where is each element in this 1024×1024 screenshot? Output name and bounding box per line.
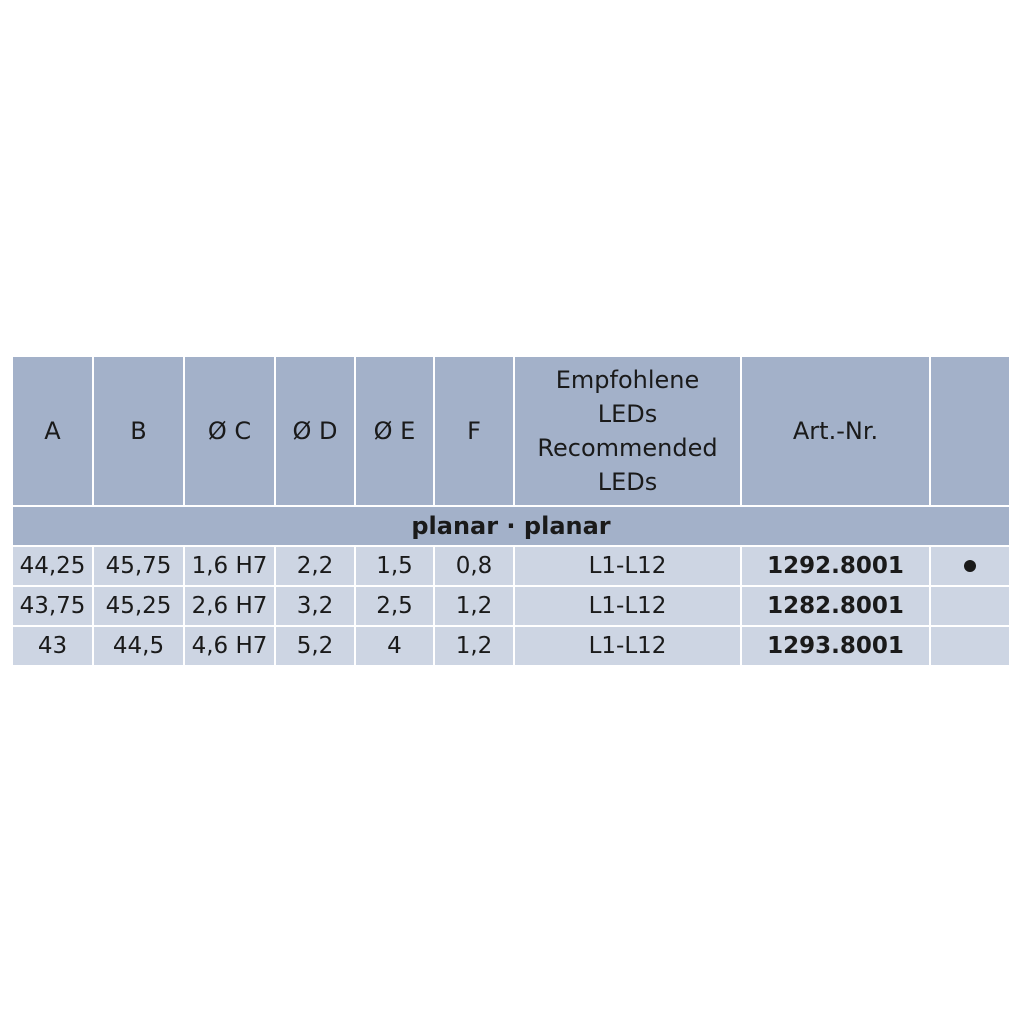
cell: L1-L12 (515, 587, 740, 625)
header-d: Ø D (276, 357, 354, 505)
cell: 44,5 (94, 627, 183, 665)
cell: 45,25 (94, 587, 183, 625)
bullet-dot-icon (964, 560, 976, 572)
art-nr-cell: 1292.8001 (742, 547, 929, 585)
header-e: Ø E (356, 357, 433, 505)
header-art-nr: Art.-Nr. (742, 357, 929, 505)
cell: 45,75 (94, 547, 183, 585)
header-b: B (94, 357, 183, 505)
cell: 2,6 H7 (185, 587, 274, 625)
cell: 5,2 (276, 627, 354, 665)
cell: 2,5 (356, 587, 433, 625)
marker-cell (931, 587, 1009, 625)
cell: 1,6 H7 (185, 547, 274, 585)
cell: L1-L12 (515, 547, 740, 585)
header-marker (931, 357, 1009, 505)
group-row: planar · planar (13, 507, 1009, 545)
cell: L1-L12 (515, 627, 740, 665)
art-nr-cell: 1293.8001 (742, 627, 929, 665)
cell: 2,2 (276, 547, 354, 585)
header-f: F (435, 357, 513, 505)
cell: 43 (13, 627, 92, 665)
cell: 4 (356, 627, 433, 665)
marker-cell (931, 547, 1009, 585)
cell: 0,8 (435, 547, 513, 585)
cell: 4,6 H7 (185, 627, 274, 665)
cell: 44,25 (13, 547, 92, 585)
product-table: A B Ø C Ø D Ø E F Empfohlene LEDs Recomm… (13, 357, 1009, 665)
cell: 3,2 (276, 587, 354, 625)
header-leds: Empfohlene LEDs Recommended LEDs (515, 357, 740, 505)
cell: 1,2 (435, 627, 513, 665)
art-nr-cell: 1282.8001 (742, 587, 929, 625)
cell: 1,5 (356, 547, 433, 585)
marker-cell (931, 627, 1009, 665)
header-a: A (13, 357, 92, 505)
cell: 43,75 (13, 587, 92, 625)
header-c: Ø C (185, 357, 274, 505)
cell: 1,2 (435, 587, 513, 625)
